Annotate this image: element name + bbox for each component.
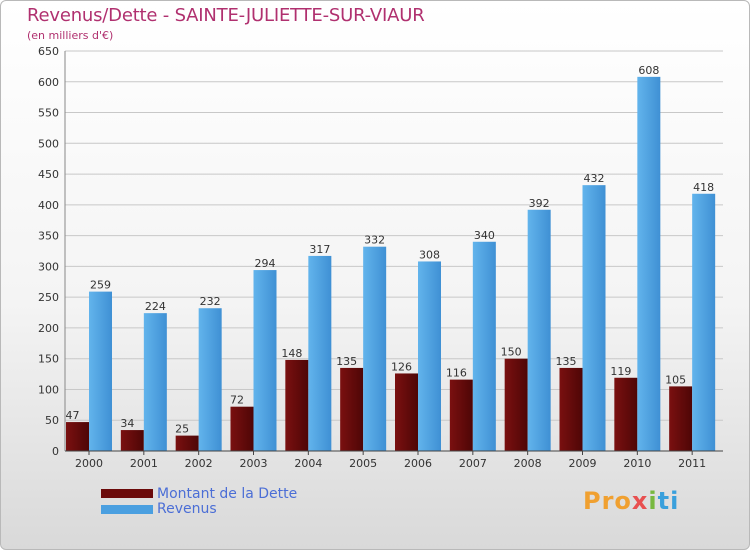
data-label: 116 — [446, 367, 467, 380]
revenue-bar — [198, 308, 222, 451]
x-tick-label: 2008 — [514, 457, 542, 470]
data-label: 432 — [584, 172, 605, 185]
debt-bar — [340, 367, 364, 451]
y-tick-label: 500 — [38, 137, 59, 150]
legend-revenue-label: Revenus — [157, 501, 217, 517]
legend-revenue-swatch — [101, 505, 153, 514]
debt-bar — [614, 377, 638, 451]
revenue-bar — [143, 313, 167, 451]
x-tick-label: 2006 — [404, 457, 432, 470]
y-tick-label: 650 — [38, 45, 59, 58]
axis-layer: 0 50 100 150 200 250 300 350 400 450 500 550 600 650 4… — [38, 45, 723, 470]
data-label: 608 — [638, 64, 659, 77]
revenue-bar — [89, 291, 112, 451]
x-tick-label: 2009 — [569, 457, 597, 470]
debt-bar — [504, 358, 528, 451]
revenue-bar — [253, 270, 277, 451]
y-tick-label: 550 — [38, 107, 59, 120]
data-label: 150 — [501, 346, 522, 359]
bar-layer — [66, 76, 716, 451]
y-tick-label: 350 — [38, 230, 59, 243]
debt-bar — [559, 367, 583, 451]
y-tick-label: 300 — [38, 260, 59, 273]
legend-debt-label: Montant de la Dette — [157, 486, 298, 502]
data-label: 392 — [529, 197, 550, 210]
data-label: 232 — [200, 295, 221, 308]
data-label: 126 — [391, 360, 412, 373]
debt-bar — [395, 373, 418, 451]
grid-layer — [65, 50, 723, 452]
revenue-bar — [472, 241, 496, 451]
chart-subtitle: (en milliers d'€) — [27, 29, 114, 42]
data-label: 25 — [175, 423, 189, 436]
y-tick-label: 100 — [38, 383, 59, 396]
debt-bar — [66, 422, 89, 451]
x-tick-label: 2000 — [75, 457, 103, 470]
y-tick-label: 250 — [38, 291, 59, 304]
logo-part: ti — [657, 487, 680, 515]
logo-part: Pro — [583, 487, 632, 515]
chart-title: Revenus/Dette - SAINTE-JULIETTE-SUR-VIAU… — [27, 5, 425, 26]
x-tick-label: 2007 — [459, 457, 487, 470]
data-label: 47 — [66, 409, 80, 422]
data-label: 135 — [556, 355, 577, 368]
y-tick-label: 150 — [38, 353, 59, 366]
x-tick-label: 2011 — [678, 457, 706, 470]
y-tick-label: 0 — [52, 445, 59, 458]
debt-bar — [230, 406, 254, 451]
data-label: 105 — [665, 373, 686, 386]
data-label: 119 — [610, 365, 631, 378]
revenue-bar — [582, 185, 606, 451]
x-tick-label: 2003 — [240, 457, 268, 470]
data-label: 72 — [230, 394, 244, 407]
data-label: 135 — [336, 355, 357, 368]
y-tick-label: 200 — [38, 322, 59, 335]
x-tick-label: 2010 — [623, 457, 651, 470]
debt-bar — [449, 379, 473, 451]
debt-bar — [175, 435, 199, 451]
revenue-bar — [308, 255, 332, 451]
revenue-bar — [527, 209, 551, 451]
revenue-bar — [418, 261, 441, 451]
proxiti-logo: Proxiti — [583, 487, 679, 515]
y-tick-label: 600 — [38, 76, 59, 89]
y-tick-label: 450 — [38, 168, 59, 181]
data-label: 148 — [281, 347, 302, 360]
x-tick-label: 2002 — [185, 457, 213, 470]
data-label: 224 — [145, 300, 166, 313]
data-label: 418 — [693, 181, 714, 194]
revenue-bar — [692, 193, 716, 451]
data-label: 317 — [309, 243, 330, 256]
data-label: 259 — [90, 279, 111, 292]
legend-debt-swatch — [101, 489, 153, 498]
revenue-bar — [637, 76, 661, 451]
x-tick-label: 2004 — [294, 457, 322, 470]
data-label: 294 — [255, 257, 276, 270]
y-tick-label: 400 — [38, 199, 59, 212]
data-label: 34 — [120, 417, 134, 430]
logo-part: i — [648, 487, 658, 515]
debt-bar — [669, 386, 693, 451]
data-label: 340 — [474, 229, 495, 242]
x-tick-label: 2001 — [130, 457, 158, 470]
y-tick-label: 50 — [45, 414, 59, 427]
debt-bar — [120, 430, 144, 451]
data-label: 332 — [364, 234, 385, 247]
x-tick-label: 2005 — [349, 457, 377, 470]
debt-bar — [285, 359, 309, 451]
revenue-bar — [363, 246, 387, 451]
data-label: 308 — [419, 248, 440, 261]
logo-part: x — [631, 487, 649, 515]
